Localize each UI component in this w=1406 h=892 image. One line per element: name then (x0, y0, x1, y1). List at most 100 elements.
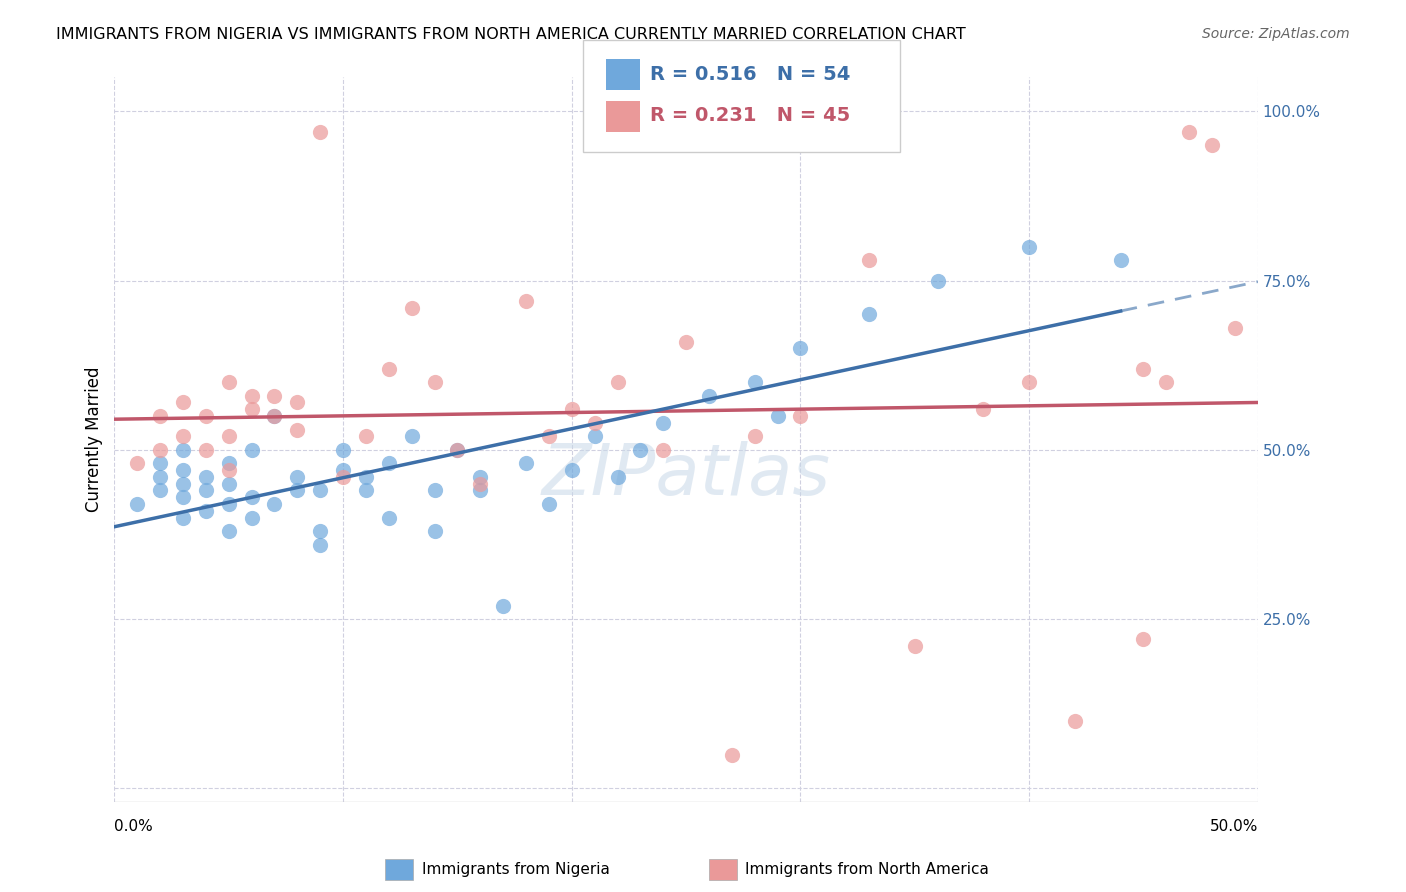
Point (652, 416, 675, 430)
Point (492, 599, 515, 613)
Point (127, 497, 149, 511)
Point (927, 274, 949, 288)
Point (263, 409, 285, 423)
Y-axis label: Currently Married: Currently Married (86, 367, 103, 512)
Point (1018, 240, 1040, 254)
Point (309, 524, 332, 538)
Point (423, 375, 446, 389)
Point (378, 361, 401, 376)
Point (1064, 714, 1087, 728)
Point (218, 456, 240, 470)
Point (515, 456, 537, 470)
Text: 50.0%: 50.0% (1209, 819, 1258, 834)
Point (194, 442, 217, 457)
Point (1223, 321, 1246, 335)
Point (240, 490, 263, 504)
Point (194, 470, 217, 484)
Point (470, 470, 492, 484)
Point (470, 483, 492, 498)
Point (309, 483, 332, 498)
Point (240, 442, 263, 457)
Point (858, 307, 880, 321)
Point (354, 429, 377, 443)
Point (537, 497, 560, 511)
Point (378, 456, 401, 470)
Point (172, 442, 194, 457)
Point (697, 389, 720, 403)
Point (309, 538, 332, 552)
Point (263, 389, 285, 403)
Point (378, 510, 401, 524)
Point (561, 402, 583, 417)
Text: R = 0.516   N = 54: R = 0.516 N = 54 (650, 64, 851, 84)
Point (240, 510, 263, 524)
Point (194, 409, 217, 423)
Point (172, 490, 194, 504)
Point (309, 125, 332, 139)
Point (1109, 253, 1132, 268)
Text: 0.0%: 0.0% (114, 819, 153, 834)
Point (149, 483, 172, 498)
Point (972, 402, 994, 417)
Point (332, 463, 354, 477)
Point (263, 497, 285, 511)
Point (1132, 632, 1154, 647)
Point (172, 463, 194, 477)
Point (583, 416, 606, 430)
Point (285, 470, 308, 484)
Point (401, 301, 423, 315)
Point (446, 442, 468, 457)
Point (1132, 361, 1154, 376)
Point (194, 504, 217, 518)
Point (721, 747, 744, 762)
Text: Source: ZipAtlas.com: Source: ZipAtlas.com (1202, 27, 1350, 41)
Point (766, 409, 789, 423)
Point (744, 429, 766, 443)
Text: R = 0.231   N = 45: R = 0.231 N = 45 (650, 106, 849, 126)
Point (628, 442, 651, 457)
Point (675, 334, 697, 349)
Text: IMMIGRANTS FROM NIGERIA VS IMMIGRANTS FROM NORTH AMERICA CURRENTLY MARRIED CORRE: IMMIGRANTS FROM NIGERIA VS IMMIGRANTS FR… (56, 27, 966, 42)
Point (127, 456, 149, 470)
Point (172, 395, 194, 409)
Point (354, 470, 377, 484)
Point (789, 341, 811, 355)
Text: ZIPatlas: ZIPatlas (541, 442, 831, 510)
Point (285, 483, 308, 498)
Point (332, 470, 354, 484)
Point (218, 463, 240, 477)
Point (1201, 138, 1223, 153)
Point (401, 429, 423, 443)
Point (332, 442, 354, 457)
Point (561, 463, 583, 477)
Point (515, 293, 537, 308)
Point (285, 423, 308, 437)
Point (172, 476, 194, 491)
Point (240, 402, 263, 417)
Point (470, 476, 492, 491)
Point (583, 429, 606, 443)
Point (194, 483, 217, 498)
Point (446, 442, 468, 457)
Point (263, 409, 285, 423)
Point (1156, 375, 1178, 389)
Point (537, 429, 560, 443)
Point (354, 483, 377, 498)
Point (858, 253, 880, 268)
Point (904, 639, 927, 653)
Point (218, 429, 240, 443)
Point (149, 442, 172, 457)
Point (149, 470, 172, 484)
Point (172, 510, 194, 524)
Point (1178, 125, 1201, 139)
Point (285, 395, 308, 409)
Point (218, 476, 240, 491)
Point (218, 375, 240, 389)
Point (149, 409, 172, 423)
Point (218, 524, 240, 538)
Point (172, 429, 194, 443)
Point (789, 409, 811, 423)
Text: Immigrants from Nigeria: Immigrants from Nigeria (422, 863, 610, 877)
Point (1018, 375, 1040, 389)
Point (606, 375, 628, 389)
